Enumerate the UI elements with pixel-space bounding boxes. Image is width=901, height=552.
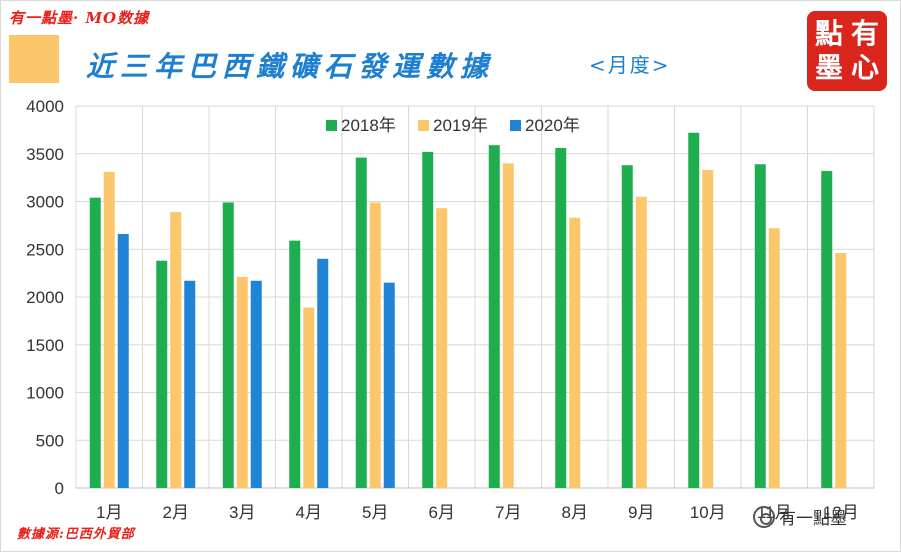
legend-swatch xyxy=(418,120,429,131)
bar xyxy=(488,145,500,488)
bar xyxy=(250,280,262,488)
bar xyxy=(821,170,833,488)
chart-subtitle: <月度> xyxy=(589,53,671,77)
bar xyxy=(317,258,329,488)
x-tick-label: 8月 xyxy=(562,503,588,522)
y-tick-label: 0 xyxy=(55,479,64,498)
bar xyxy=(369,202,381,488)
y-tick-label: 1000 xyxy=(26,384,64,403)
seal-char: 有 xyxy=(850,17,879,50)
watermark: 有一點墨 xyxy=(753,504,847,529)
y-tick-label: 2500 xyxy=(26,240,64,259)
legend: 2018年 2019年 2020年 xyxy=(326,116,580,135)
x-tick-label: 1月 xyxy=(96,503,122,522)
bar xyxy=(103,171,115,488)
x-tick-label: 5月 xyxy=(362,503,388,522)
bar xyxy=(117,233,129,488)
bar xyxy=(569,217,581,489)
bars-layer xyxy=(89,132,847,489)
legend-label: 2020年 xyxy=(525,116,580,135)
y-tick-label: 4000 xyxy=(26,97,64,116)
x-tick-label: 12月 xyxy=(823,503,859,522)
y-tick-label: 1500 xyxy=(26,336,64,355)
bar xyxy=(702,169,714,489)
y-axis-ticks: 0 500 1000 1500 2000 2500 3000 3500 4000 xyxy=(26,97,64,498)
bar xyxy=(502,163,514,489)
bar xyxy=(303,307,315,488)
bar xyxy=(768,228,780,489)
legend-label: 2019年 xyxy=(433,116,488,135)
x-tick-label: 10月 xyxy=(690,503,726,522)
bar xyxy=(184,280,196,488)
bar xyxy=(555,148,567,488)
brand-label: 有一點墨· MO数據 xyxy=(9,9,150,27)
wechat-icon xyxy=(753,505,775,528)
y-tick-label: 2000 xyxy=(26,288,64,307)
bar xyxy=(236,276,248,488)
bar xyxy=(222,202,234,488)
x-tick-label: 7月 xyxy=(495,503,521,522)
bar xyxy=(289,240,301,488)
x-tick-label: 4月 xyxy=(296,503,322,522)
bar xyxy=(436,208,448,488)
bar xyxy=(383,282,395,488)
title-accent-block xyxy=(9,35,59,83)
bar xyxy=(156,260,168,488)
y-tick-label: 500 xyxy=(36,431,64,450)
x-axis-ticks: 1月 2月 3月 4月 5月 6月 7月 8月 9月 10月 11月 12月 xyxy=(96,503,859,522)
bar xyxy=(355,157,367,488)
bar xyxy=(89,197,101,488)
grid-layer xyxy=(75,105,875,489)
data-source-label: 數據源:巴西外貿部 xyxy=(17,527,135,542)
bar xyxy=(635,196,647,488)
seal-char: 心 xyxy=(850,51,879,84)
bar xyxy=(688,132,700,489)
chart-title: 近三年巴西鐵礦石發運數據 xyxy=(86,50,495,83)
bar xyxy=(422,151,434,488)
seal-char: 墨 xyxy=(814,51,843,84)
bar xyxy=(170,212,182,488)
seal-stamp: 點 有 墨 心 xyxy=(807,11,887,91)
y-tick-label: 3000 xyxy=(26,193,64,212)
watermark-text: 有一點墨 xyxy=(779,509,847,529)
y-tick-label: 3500 xyxy=(26,145,64,164)
legend-swatch xyxy=(326,120,337,131)
x-tick-label: 9月 xyxy=(628,503,654,522)
legend-swatch xyxy=(510,120,521,131)
seal-char: 點 xyxy=(814,17,843,50)
legend-label: 2018年 xyxy=(341,116,396,135)
x-tick-label: 2月 xyxy=(163,503,189,522)
x-tick-label: 6月 xyxy=(429,503,455,522)
bar xyxy=(754,164,766,488)
bar xyxy=(621,165,633,488)
bar xyxy=(835,253,847,488)
x-tick-label: 3月 xyxy=(229,503,255,522)
